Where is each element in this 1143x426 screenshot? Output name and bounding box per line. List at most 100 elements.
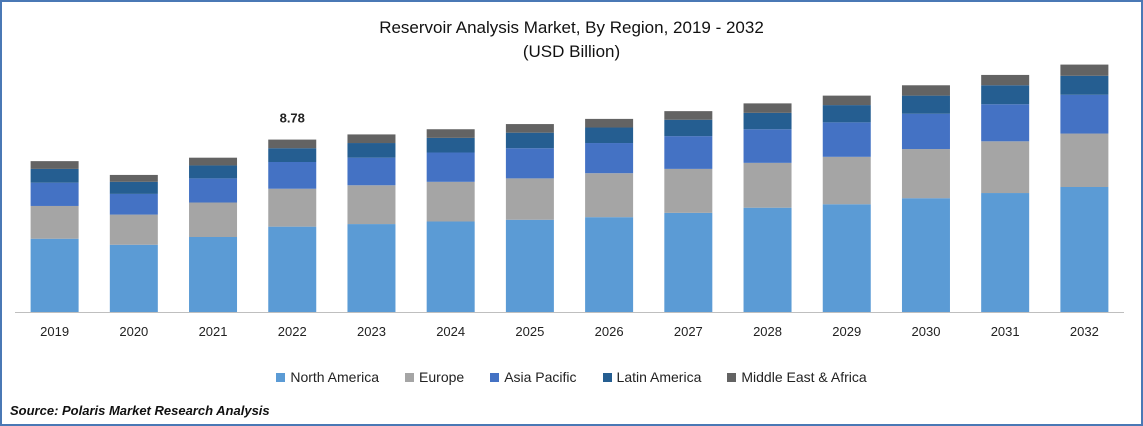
data-label-annotation: 8.78	[280, 111, 305, 126]
bar-segment-europe-2020	[109, 214, 158, 245]
bar-segment-north-america-2032	[1060, 187, 1109, 312]
bar-segment-europe-2028	[743, 162, 792, 208]
bar-segment-middle-east-africa-2028	[743, 103, 792, 113]
bar-segment-asia-pacific-2026	[585, 143, 634, 174]
bar-segment-asia-pacific-2020	[109, 193, 158, 215]
bar-segment-middle-east-africa-2026	[585, 118, 634, 128]
legend-swatch	[602, 372, 612, 382]
x-tick-label: 2029	[832, 324, 861, 339]
bar-segment-north-america-2020	[109, 244, 158, 312]
bar-segment-latin-america-2025	[505, 132, 554, 149]
bar-segment-asia-pacific-2027	[664, 136, 713, 169]
bar-segment-asia-pacific-2023	[347, 157, 396, 186]
x-tick-label: 2030	[912, 324, 941, 339]
bar-segment-europe-2029	[822, 156, 871, 205]
bar-segment-asia-pacific-2019	[30, 182, 79, 206]
bar-segment-asia-pacific-2022	[268, 162, 317, 189]
bar-segment-europe-2027	[664, 168, 713, 213]
legend-label: Middle East & Africa	[741, 369, 867, 385]
bar-segment-europe-2023	[347, 185, 396, 225]
bar-segment-asia-pacific-2025	[505, 148, 554, 179]
bar-segment-latin-america-2031	[981, 85, 1030, 105]
bar-segment-europe-2024	[426, 181, 475, 222]
bar-segment-middle-east-africa-2030	[901, 85, 950, 96]
legend-label: North America	[290, 369, 380, 385]
bar-segment-asia-pacific-2030	[901, 113, 950, 150]
bar-segment-north-america-2019	[30, 238, 79, 312]
x-tick-label: 2028	[753, 324, 782, 339]
bar-segment-north-america-2028	[743, 207, 792, 312]
bar-segment-north-america-2030	[901, 198, 950, 312]
source-note: Source: Polaris Market Research Analysis	[10, 403, 270, 418]
bar-segment-latin-america-2020	[109, 181, 158, 194]
legend-swatch	[405, 372, 415, 382]
legend-label: Latin America	[616, 369, 702, 385]
bar-segment-asia-pacific-2032	[1060, 94, 1109, 134]
x-tick-label: 2022	[278, 324, 307, 339]
bar-segment-latin-america-2019	[30, 168, 79, 183]
bar-segment-middle-east-africa-2029	[822, 95, 871, 106]
bar-segment-middle-east-africa-2025	[505, 124, 554, 133]
bar-segment-europe-2022	[268, 188, 317, 227]
x-tick-label: 2027	[674, 324, 703, 339]
bar-segment-latin-america-2024	[426, 137, 475, 153]
bar-segment-latin-america-2021	[189, 165, 238, 179]
bar-segment-middle-east-africa-2019	[30, 161, 79, 169]
x-tick-label: 2021	[199, 324, 228, 339]
legend-label: Asia Pacific	[504, 369, 577, 385]
bar-segment-north-america-2026	[585, 217, 634, 312]
x-tick-label: 2025	[515, 324, 544, 339]
bar-segment-europe-2032	[1060, 133, 1109, 187]
bar-segment-latin-america-2028	[743, 112, 792, 130]
bar-segment-north-america-2023	[347, 224, 396, 312]
bar-segment-europe-2019	[30, 205, 79, 239]
bar-segment-middle-east-africa-2020	[109, 174, 158, 182]
bar-segment-middle-east-africa-2021	[189, 157, 238, 166]
bar-segment-north-america-2024	[426, 221, 475, 312]
bar-segment-north-america-2021	[189, 237, 238, 312]
x-tick-label: 2020	[119, 324, 148, 339]
bar-segment-latin-america-2022	[268, 148, 317, 162]
bar-segment-latin-america-2030	[901, 95, 950, 114]
chart-title: Reservoir Analysis Market, By Region, 20…	[379, 18, 764, 37]
x-tick-label: 2023	[357, 324, 386, 339]
bar-segment-middle-east-africa-2031	[981, 74, 1030, 86]
bar-segment-middle-east-africa-2024	[426, 129, 475, 138]
bar-segment-north-america-2025	[505, 219, 554, 312]
bar-segment-europe-2025	[505, 178, 554, 220]
bar-segment-middle-east-africa-2023	[347, 134, 396, 144]
bar-segment-europe-2030	[901, 149, 950, 199]
legend-item: Europe	[405, 369, 464, 385]
bar-segment-europe-2021	[189, 202, 238, 237]
bar-segment-asia-pacific-2028	[743, 129, 792, 163]
bar-segment-asia-pacific-2024	[426, 152, 475, 182]
chart-subtitle: (USD Billion)	[522, 42, 621, 61]
bar-segment-asia-pacific-2031	[981, 104, 1030, 142]
chart-plot-area: 2019 2020 2021 2022 8.78 2023 2024 2025 2026 2027…	[15, 64, 1124, 339]
bar-segment-north-america-2031	[981, 193, 1030, 312]
bar-segment-north-america-2029	[822, 204, 871, 312]
legend-item: North America	[276, 369, 379, 385]
bar-segment-north-america-2022	[268, 226, 317, 312]
x-tick-label: 2024	[436, 324, 465, 339]
x-tick-label: 2019	[40, 324, 69, 339]
bar-segment-middle-east-africa-2022	[268, 139, 317, 149]
bar-segment-asia-pacific-2029	[822, 122, 871, 157]
bar-segment-north-america-2027	[664, 212, 713, 312]
x-tick-label: 2032	[1070, 324, 1099, 339]
legend-swatch	[490, 372, 500, 382]
bar-segment-middle-east-africa-2027	[664, 111, 713, 120]
x-tick-label: 2031	[991, 324, 1020, 339]
legend-swatch	[276, 372, 286, 382]
x-tick-label: 2026	[595, 324, 624, 339]
bar-segment-latin-america-2023	[347, 143, 396, 158]
bar-segment-latin-america-2026	[585, 127, 634, 144]
chart-legend: North America Europe Asia Pacific Latin Ame…	[2, 369, 1141, 385]
legend-item: Middle East & Africa	[727, 369, 867, 385]
legend-item: Latin America	[602, 369, 702, 385]
legend-swatch	[727, 372, 737, 382]
legend-label: Europe	[419, 369, 465, 385]
bar-segment-latin-america-2029	[822, 105, 871, 123]
bar-segment-latin-america-2027	[664, 119, 713, 137]
